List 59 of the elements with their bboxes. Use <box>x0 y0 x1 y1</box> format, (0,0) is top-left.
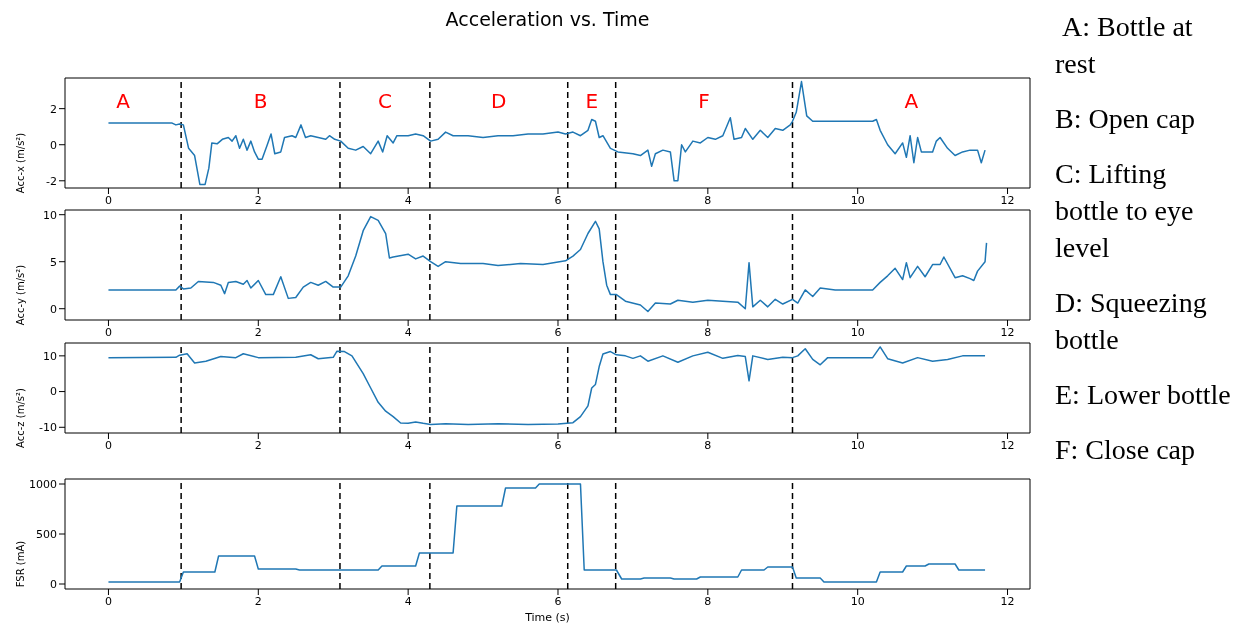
y-tick-label: 500 <box>36 527 57 541</box>
text: F: Close cap <box>1055 433 1196 467</box>
x-tick-label: 6 <box>554 438 562 452</box>
text: B: Open cap <box>1055 102 1196 136</box>
y-tick-label: -2 <box>46 174 57 188</box>
x-tick-label: 2 <box>254 438 262 452</box>
x-tick-label: 10 <box>850 193 865 207</box>
y-tick-label: 5 <box>50 255 57 269</box>
y-axis-title: FSR (mA) <box>14 540 26 588</box>
x-tick-label: 6 <box>554 594 562 608</box>
annotation: C <box>377 89 392 114</box>
annotation: D <box>491 89 507 114</box>
y-tick-label: 2 <box>50 102 57 116</box>
text: E: Lower bottle <box>1055 378 1232 412</box>
x-tick-label: 4 <box>404 325 412 339</box>
x-tick-label: 4 <box>404 438 412 452</box>
x-tick-label: 0 <box>104 438 112 452</box>
y-tick-label: 10 <box>43 208 57 222</box>
x-tick-label: 12 <box>1000 594 1015 608</box>
annotation: A <box>116 89 131 114</box>
text: D: Squeezing bottle <box>1055 286 1208 357</box>
y-axis-title: Acc-x (m/s²) <box>14 132 26 194</box>
x-tick-label: 12 <box>1000 325 1015 339</box>
x-tick-label: 2 <box>254 594 262 608</box>
chart-title: Acceleration vs. Time <box>444 8 651 30</box>
y-tick-label: 1000 <box>29 477 57 491</box>
y-tick-label: 0 <box>50 577 57 591</box>
x-tick-label: 6 <box>554 325 562 339</box>
x-tick-label: 10 <box>850 438 865 452</box>
x-tick-label: 8 <box>704 438 712 452</box>
x-tick-label: 8 <box>704 594 712 608</box>
x-tick-label: 2 <box>254 325 262 339</box>
annotation: E <box>585 89 599 114</box>
x-tick-label: 6 <box>554 193 562 207</box>
x-tick-label: 0 <box>104 325 112 339</box>
y-axis-title: Acc-z (m/s²) <box>14 387 26 448</box>
x-tick-label: 2 <box>254 193 262 207</box>
y-tick-label: 0 <box>50 385 57 399</box>
y-axis-title: Acc-y (m/s²) <box>14 264 26 326</box>
x-axis-title: Time (s) <box>524 611 570 624</box>
y-tick-label: 0 <box>50 302 57 316</box>
x-tick-label: 10 <box>850 325 865 339</box>
x-tick-label: 0 <box>104 594 112 608</box>
y-tick-label: 10 <box>43 349 57 363</box>
y-tick-label: -10 <box>39 421 57 435</box>
x-tick-label: 0 <box>104 193 112 207</box>
x-tick-label: 10 <box>850 594 865 608</box>
annotation: B <box>253 89 268 114</box>
text: C: Lifting bottle to eye level <box>1055 157 1195 265</box>
x-tick-label: 12 <box>1000 438 1015 452</box>
x-tick-label: 4 <box>404 193 412 207</box>
x-tick-label: 4 <box>404 594 412 608</box>
text: A: Bottle at rest <box>1055 10 1194 81</box>
y-tick-label: 0 <box>50 138 57 152</box>
annotation: F <box>698 89 710 114</box>
annotation: A <box>904 89 919 114</box>
x-tick-label: 12 <box>1000 193 1015 207</box>
x-tick-label: 8 <box>704 325 712 339</box>
x-tick-label: 8 <box>704 193 712 207</box>
